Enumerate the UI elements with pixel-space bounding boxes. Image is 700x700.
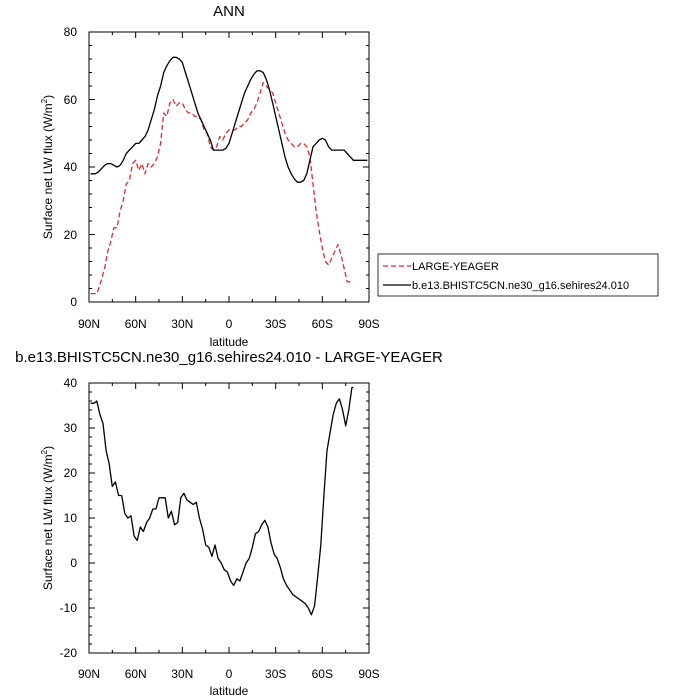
bottom-y-axis-label: Surface net LW flux (W/m2) [40,446,55,590]
legend-label-large-yeager: LARGE-YEAGER [412,261,499,273]
bottom-x-tick-label-30s: 30S [265,667,286,681]
top-x-tick-label-90n: 90N [78,317,100,331]
bottom-series-line-difference [90,386,354,616]
bottom-y-tick-label-neg10: -10 [60,601,78,615]
top-series-line-b-e13-bhistc5cn-ne30-g16-sehires24-010 [90,56,368,183]
top-x-axis-label: latitude [210,335,249,349]
legend: LARGE-YEAGER b.e13.BHISTC5CN.ne30_g16.se… [377,253,659,297]
bottom-x-tick-label-90s: 90S [358,667,379,681]
top-chart-title: ANN [213,3,245,20]
bottom-panel: b.e13.BHISTC5CN.ne30_g16.sehires24.010 -… [15,349,443,698]
bottom-x-tick-label-30n: 30N [171,667,193,681]
bottom-y-tick-label-40: 40 [64,376,78,390]
top-y-axis-label: Surface net LW flux (W/m2) [40,95,55,239]
bottom-x-axis-label: latitude [210,684,249,698]
bottom-y-tick-label-10: 10 [64,511,78,525]
top-y-tick-label-80: 80 [64,25,78,39]
top-series-group [90,56,368,295]
top-x-tick-label-60s: 60S [312,317,333,331]
legend-label-model: b.e13.BHISTC5CN.ne30_g16.sehires24.010 [412,280,629,292]
top-panel: ANN 90N 60N 30N 0 30S 60S 90S 0 20 40 60… [40,3,659,349]
bottom-x-tick-label-60s: 60S [312,667,333,681]
bottom-x-tick-label-90n: 90N [78,667,100,681]
top-x-tick-label-60n: 60N [125,317,147,331]
bottom-y-tick-label-20: 20 [64,466,78,480]
top-series-line-large-yeager [90,81,354,295]
bottom-y-tick-label-neg20: -20 [60,646,78,660]
bottom-x-tick-label-60n: 60N [125,667,147,681]
top-x-tick-label-30s: 30S [265,317,286,331]
top-y-tick-label-40: 40 [64,160,78,174]
bottom-y-tick-label-30: 30 [64,421,78,435]
top-plot-frame [88,31,370,303]
top-x-tick-label-30n: 30N [171,317,193,331]
bottom-axis-ticks [88,382,370,654]
top-y-tick-label-20: 20 [64,228,78,242]
bottom-series-group [90,386,354,616]
bottom-chart-title: b.e13.BHISTC5CN.ne30_g16.sehires24.010 -… [15,349,443,366]
top-y-tick-label-60: 60 [64,93,78,107]
bottom-y-tick-label-0: 0 [70,556,77,570]
top-x-tick-label-0: 0 [226,317,233,331]
top-x-tick-label-90s: 90S [358,317,379,331]
legend-box [377,253,659,297]
bottom-x-tick-label-0: 0 [226,667,233,681]
top-y-tick-label-0: 0 [70,295,77,309]
top-axis-ticks [88,31,370,303]
